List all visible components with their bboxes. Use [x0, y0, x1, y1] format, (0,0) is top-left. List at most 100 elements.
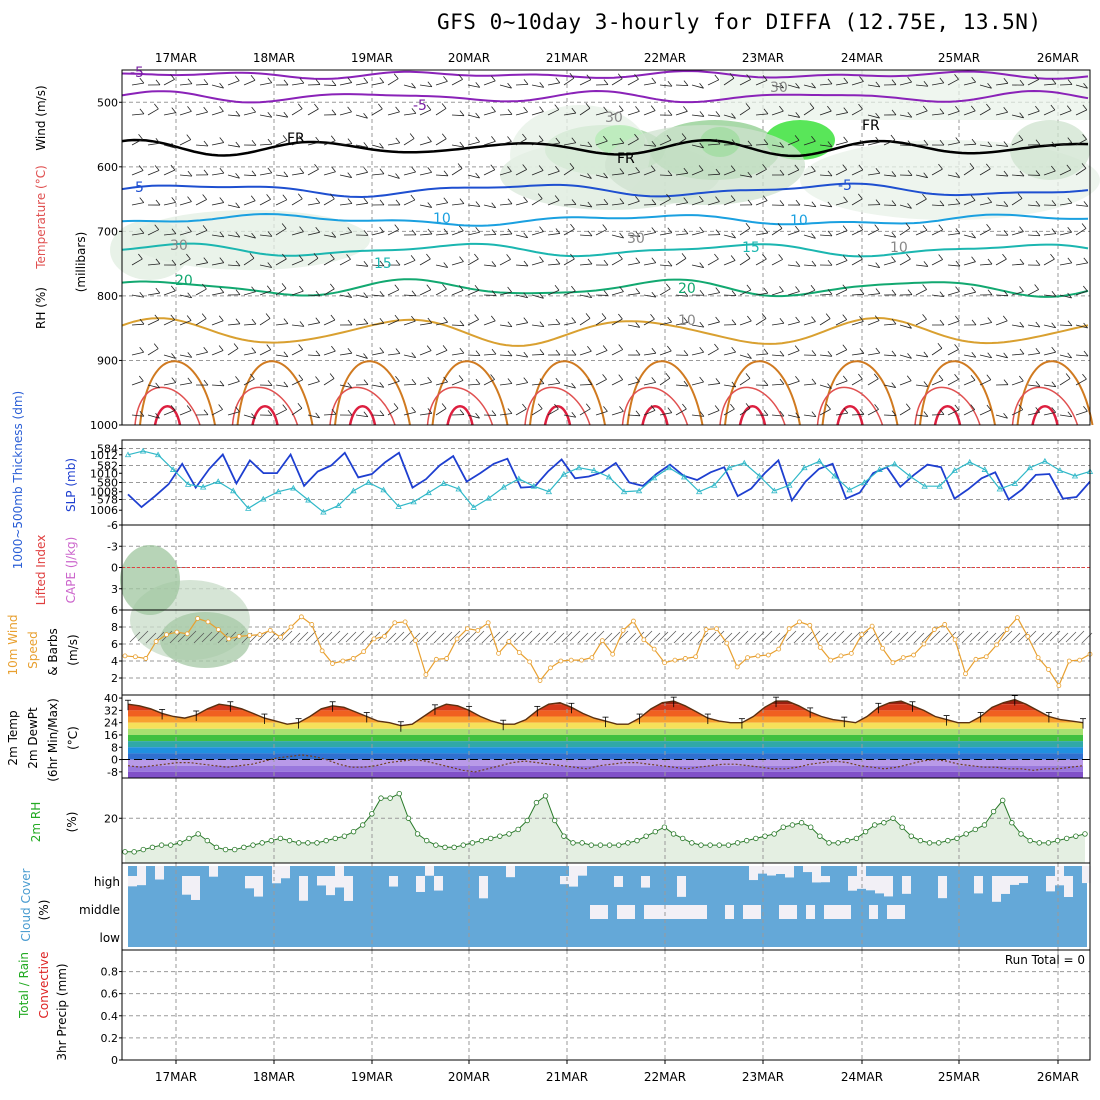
wind-barb: [835, 319, 847, 326]
wind-barb: [1011, 291, 1024, 296]
wind-barb: [651, 291, 657, 298]
rh-point: [497, 833, 503, 839]
wind-barb: [443, 262, 449, 268]
rh-point: [844, 837, 850, 844]
wind-barb: [250, 195, 256, 202]
slp-point: [575, 464, 583, 471]
wind-barb: [763, 108, 769, 115]
thickness-axis-label: 1000~500mb Thickness (dm): [11, 391, 25, 569]
wind-barb: [923, 411, 929, 417]
wind-barb: [899, 144, 913, 147]
date-label-bottom: 22MAR: [644, 1070, 686, 1084]
wind-barb: [186, 253, 191, 260]
wind-barb: [922, 284, 927, 290]
wind-barb: [611, 203, 624, 206]
wind-barb: [769, 632, 781, 644]
wind-barb: [947, 174, 960, 178]
wind-barb: [355, 114, 368, 119]
li-tick: 3: [111, 583, 118, 596]
wind-speed-point: [132, 654, 138, 660]
wind-barb: [219, 167, 225, 174]
rh-point: [908, 833, 914, 839]
wind-barb: [611, 110, 624, 116]
wind-barb: [619, 232, 624, 239]
wind-barb: [729, 73, 735, 79]
wind-barb: [339, 174, 352, 178]
rh-point: [232, 846, 238, 853]
rh-shading: [160, 612, 250, 668]
wind-barb: [995, 144, 1008, 147]
temp-band: [128, 741, 1083, 748]
wind-barb: [643, 262, 656, 266]
wind-barb: [1027, 204, 1040, 207]
cloud-gap: [698, 905, 707, 919]
wind-barb: [707, 173, 720, 176]
wind-speed-point: [599, 638, 605, 643]
wind-barb: [419, 289, 431, 296]
cloud-gap: [299, 876, 308, 901]
wind-barb: [457, 163, 463, 169]
wind-barb: [954, 74, 959, 80]
wind-barb: [449, 630, 461, 642]
wind-barb: [842, 284, 848, 291]
wind-barb: [619, 168, 625, 174]
wind-barb: [283, 351, 289, 358]
wind-barb: [905, 630, 917, 642]
wind-barb: [835, 412, 848, 416]
wind-barb: [435, 349, 448, 356]
wind-barb: [563, 384, 576, 389]
wind-barb: [771, 383, 784, 386]
slp-point: [230, 487, 237, 494]
wind-speed-point: [786, 626, 792, 632]
wind-barb: [179, 83, 192, 86]
wind-barb: [379, 143, 384, 149]
wind-barb: [387, 142, 400, 146]
wind-barb: [275, 114, 288, 118]
wind-barb: [739, 378, 751, 386]
wind-barb: [675, 172, 688, 176]
wind-barb: [659, 174, 673, 177]
wind-speed-point: [797, 619, 802, 625]
wind-barb: [515, 234, 528, 239]
wind-barb: [987, 317, 993, 323]
wind-barb: [203, 257, 209, 263]
wind-speed-point: [724, 640, 730, 646]
cloud-gap: [974, 876, 983, 894]
rh-point: [734, 840, 741, 846]
wind-barb: [554, 195, 560, 201]
wind-barb: [867, 352, 880, 356]
wind-barb: [315, 412, 320, 419]
wind-barb: [427, 167, 433, 173]
wind-barb: [163, 112, 176, 116]
wind-barb: [411, 82, 416, 89]
isotherm-arch: [1031, 405, 1059, 426]
wind-barb: [665, 630, 677, 642]
wind-barb: [475, 201, 481, 207]
precip-axis-label: 3hr Precip (mm): [55, 963, 69, 1060]
wind-speed-point: [682, 656, 688, 661]
wind-barb: [819, 110, 832, 116]
wind-barb: [323, 350, 336, 356]
wind-barb: [787, 264, 800, 267]
cloud-level-label: high: [94, 875, 120, 889]
wind-barb: [691, 200, 704, 206]
temp-band: [128, 759, 1083, 766]
date-label-bottom: 17MAR: [155, 1070, 197, 1084]
wind-barb: [969, 163, 975, 169]
wind-barb: [907, 323, 912, 329]
wind-barb: [1003, 230, 1009, 236]
wind-barb: [779, 169, 785, 176]
wind-barb: [227, 234, 240, 238]
wind-barb: [819, 234, 832, 237]
wind-speed-point: [838, 653, 844, 659]
wind-barb: [803, 321, 816, 326]
wind-barb: [931, 204, 945, 207]
wind-barb: [1066, 105, 1072, 111]
wind-barb: [371, 144, 384, 149]
pressure-tick: 500: [97, 96, 118, 109]
wind-barb: [171, 197, 177, 203]
wind-barb: [419, 412, 432, 416]
wind-barb: [187, 377, 193, 384]
wind-barb: [617, 73, 623, 79]
wind-barb: [275, 323, 288, 326]
